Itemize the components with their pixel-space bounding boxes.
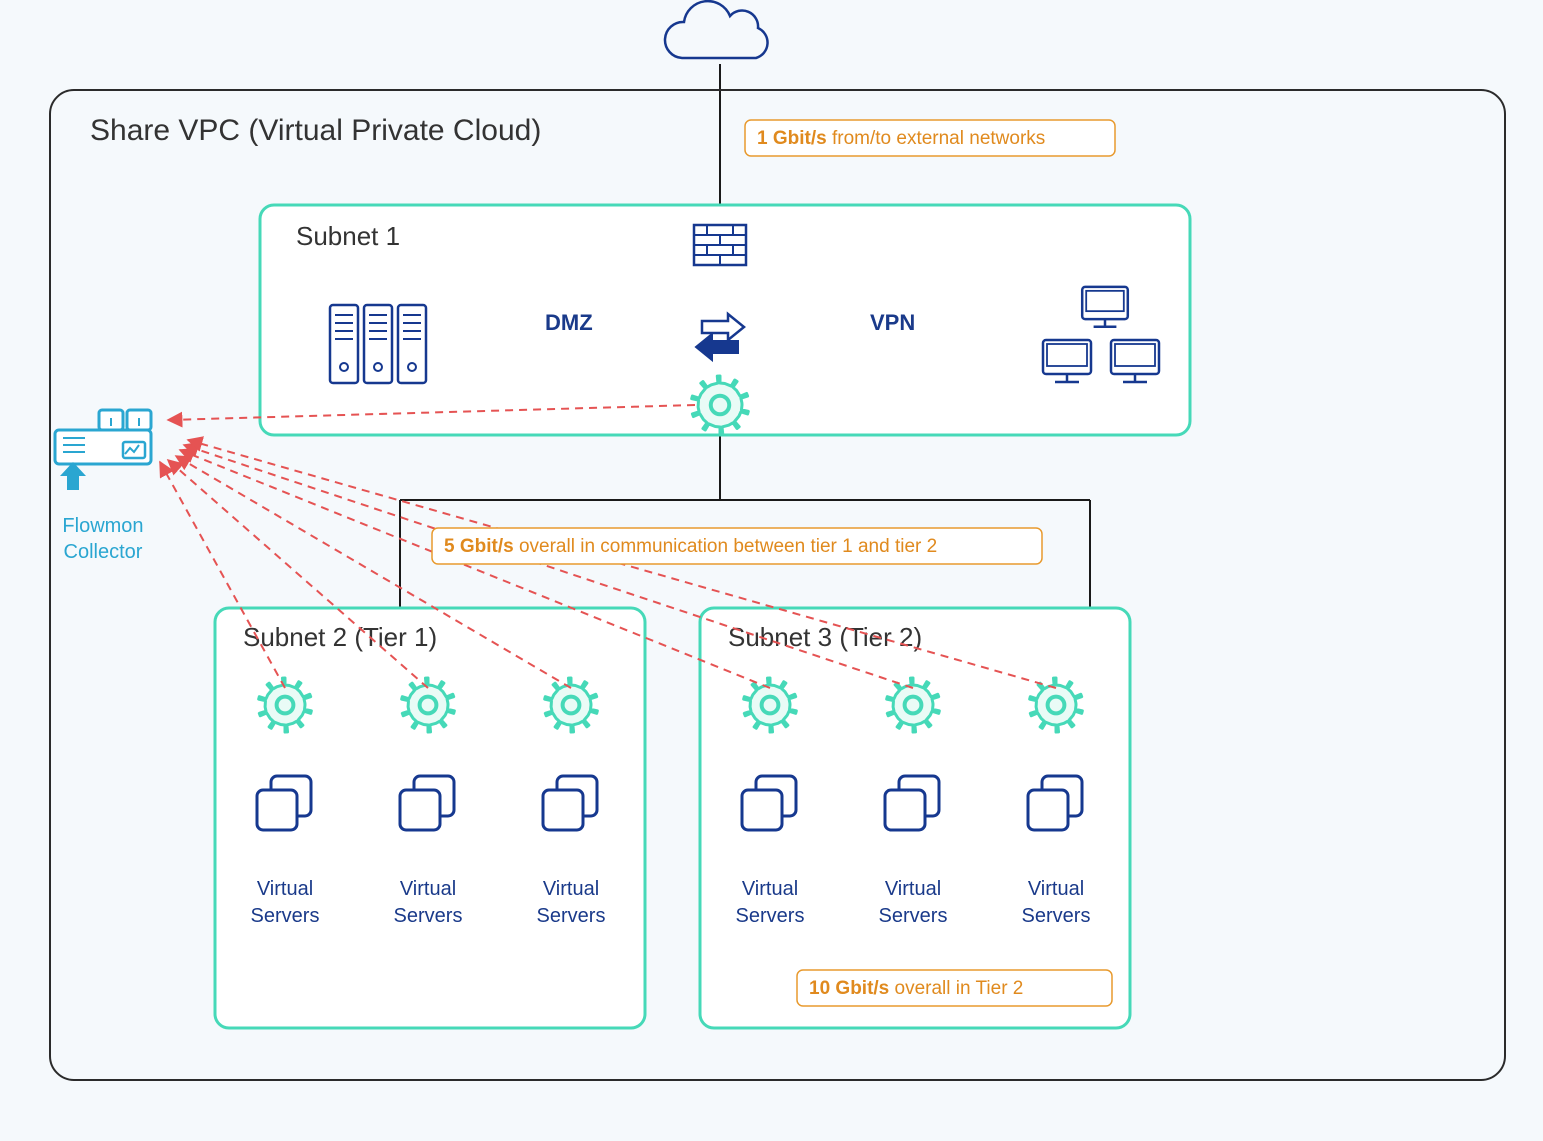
subnet-title: Subnet 3 (Tier 2) <box>728 622 922 652</box>
vs-label: Virtual <box>742 878 798 900</box>
vs-label: Virtual <box>257 878 313 900</box>
flowmon-label: Flowmon <box>62 515 143 537</box>
vs-label: Virtual <box>1028 878 1084 900</box>
vs-label: Servers <box>736 905 805 927</box>
vs-label: Servers <box>394 905 463 927</box>
vs-label: Servers <box>879 905 948 927</box>
vs-label: Servers <box>1022 905 1091 927</box>
bandwidth-badge-text: 10 Gbit/s overall in Tier 2 <box>809 978 1023 999</box>
vs-label: Servers <box>251 905 320 927</box>
vs-label: Servers <box>537 905 606 927</box>
vs-label: Virtual <box>885 878 941 900</box>
vpn-label: VPN <box>870 310 915 335</box>
subnet-title: Subnet 2 (Tier 1) <box>243 622 437 652</box>
flowmon-label: Collector <box>64 541 143 563</box>
subnet1-title: Subnet 1 <box>296 221 400 251</box>
bandwidth-badge-text: 1 Gbit/s from/to external networks <box>757 128 1045 149</box>
vs-label: Virtual <box>400 878 456 900</box>
vpc-title: Share VPC (Virtual Private Cloud) <box>90 114 541 147</box>
vs-label: Virtual <box>543 878 599 900</box>
dmz-label: DMZ <box>545 310 593 335</box>
firewall-icon <box>694 225 746 265</box>
bandwidth-badge-text: 5 Gbit/s overall in communication betwee… <box>444 536 937 557</box>
